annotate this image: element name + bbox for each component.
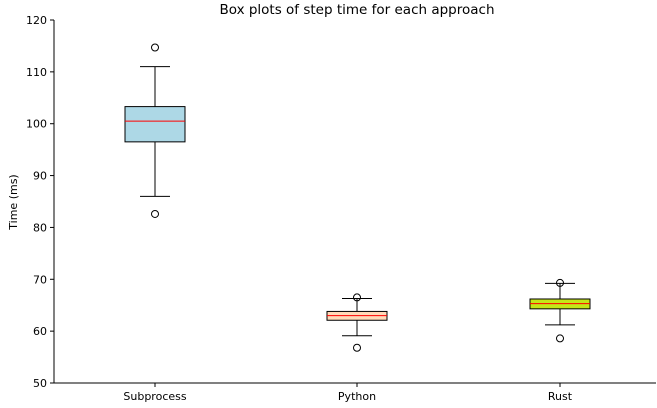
chart-title: Box plots of step time for each approach — [219, 2, 494, 18]
outlier-point — [151, 209, 159, 218]
y-axis-title: Time (ms) — [7, 174, 20, 230]
outlier-point — [353, 343, 361, 352]
y-tick-label: 60 — [33, 325, 47, 338]
y-tick-label: 80 — [33, 221, 47, 234]
x-tick-label: Subprocess — [123, 390, 186, 403]
x-tick-label: Rust — [548, 390, 573, 403]
y-tick-label: 70 — [33, 273, 47, 286]
outlier-point — [151, 43, 159, 52]
y-tick-label: 100 — [26, 118, 47, 131]
outlier-point — [556, 278, 564, 287]
outlier-point — [556, 334, 564, 343]
x-tick-label: Python — [338, 390, 376, 403]
y-tick-label: 90 — [33, 170, 47, 183]
box-subprocess — [124, 106, 186, 143]
plot-area: 50 60 70 80 90 100 110 120 Subprocess Python Rust — [26, 14, 656, 403]
y-tick-label: 50 — [33, 377, 47, 390]
outlier-point — [353, 293, 361, 302]
y-tick-label: 120 — [26, 14, 47, 27]
y-tick-label: 110 — [26, 66, 47, 79]
